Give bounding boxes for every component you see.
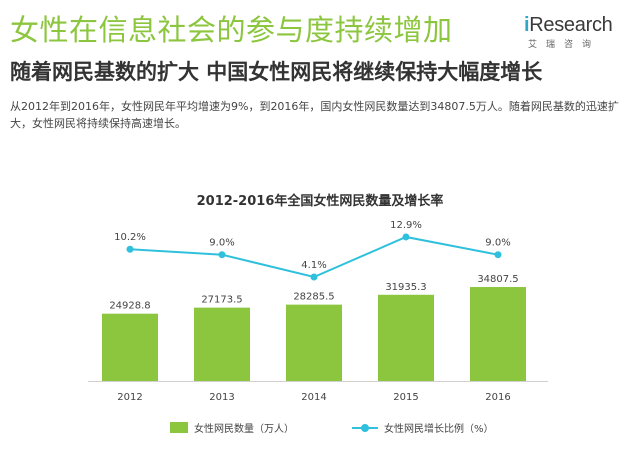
- logo-subtitle: 艾瑞咨询: [528, 40, 601, 50]
- growth-label-2013: 9.0%: [209, 238, 234, 249]
- growth-point-2014: [310, 273, 318, 281]
- chart-legend: 女性网民数量（万人） 女性网民增长比例（%）: [0, 420, 640, 440]
- logo-wordmark: iResearch: [524, 14, 613, 37]
- growth-label-2015: 12.9%: [390, 220, 422, 231]
- x-tick-label-2013: 2013: [209, 392, 234, 403]
- bar-label-2012: 24928.8: [109, 301, 150, 312]
- logo-research: Research: [529, 14, 613, 36]
- page-subtitle: 随着网民基数的扩大 中国女性网民将继续保持大幅度增长: [10, 60, 543, 84]
- bar-label-2016: 34807.5: [477, 274, 518, 285]
- legend-item-line: 女性网民增长比例（%）: [352, 420, 494, 435]
- legend-label-line: 女性网民增长比例（%）: [384, 424, 494, 435]
- growth-point-2016: [494, 251, 502, 259]
- page-title: 女性在信息社会的参与度持续增加: [10, 13, 453, 47]
- bar-label-2013: 27173.5: [201, 295, 242, 306]
- growth-label-2014: 4.1%: [301, 260, 326, 271]
- bar-2013: [194, 307, 250, 381]
- growth-point-2015: [402, 233, 410, 241]
- growth-point-2012: [126, 245, 134, 253]
- growth-point-2013: [218, 251, 226, 259]
- x-tick-label-2014: 2014: [301, 392, 326, 403]
- legend-line-swatch: [352, 422, 378, 433]
- x-tick-label-2012: 2012: [117, 392, 142, 403]
- logo-i: i: [524, 14, 530, 36]
- x-tick-label-2016: 2016: [485, 392, 510, 403]
- legend-item-bars: 女性网民数量（万人）: [170, 420, 294, 435]
- bar-2015: [378, 294, 434, 381]
- legend-bar-swatch: [170, 422, 188, 433]
- chart-title: 2012-2016年全国女性网民数量及增长率: [196, 194, 444, 209]
- bar-2014: [286, 304, 342, 381]
- bar-label-2015: 31935.3: [385, 282, 426, 293]
- bar-2016: [470, 287, 526, 381]
- iresearch-logo: iResearch 艾瑞咨询: [522, 14, 626, 50]
- legend-label-bars: 女性网民数量（万人）: [194, 424, 294, 435]
- bar-2012: [102, 313, 158, 381]
- growth-label-2016: 9.0%: [485, 238, 510, 249]
- description-text: 从2012年到2016年，女性网民年平均增速为9%，到2016年，国内女性网民数…: [10, 100, 619, 130]
- bar-label-2014: 28285.5: [293, 292, 334, 303]
- x-tick-label-2015: 2015: [393, 392, 418, 403]
- growth-label-2012: 10.2%: [114, 232, 146, 243]
